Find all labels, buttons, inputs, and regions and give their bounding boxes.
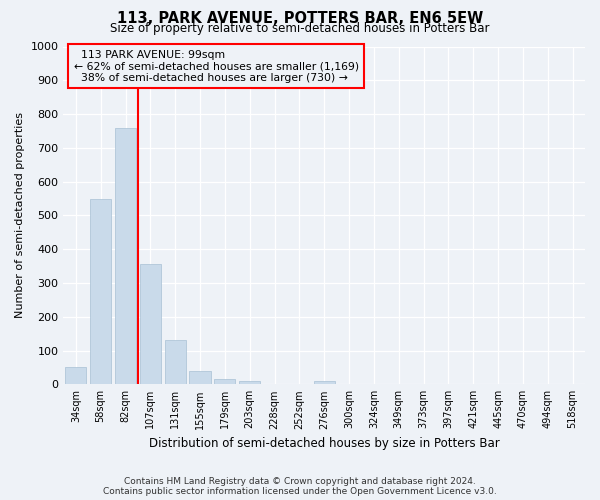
Bar (90, 198, 111, 384)
Bar (314, 381, 335, 384)
X-axis label: Distribution of semi-detached houses by size in Potters Bar: Distribution of semi-detached houses by … (149, 437, 500, 450)
Bar (239, 381, 260, 384)
Text: Size of property relative to semi-detached houses in Potters Bar: Size of property relative to semi-detach… (110, 22, 490, 35)
Bar (140, 264, 161, 384)
Y-axis label: Number of semi-detached properties: Number of semi-detached properties (15, 112, 25, 318)
Bar (214, 379, 235, 384)
Bar (190, 371, 211, 384)
Bar (115, 128, 136, 384)
Text: Contains HM Land Registry data © Crown copyright and database right 2024.
Contai: Contains HM Land Registry data © Crown c… (103, 476, 497, 496)
Bar (65, 368, 86, 384)
Text: 113 PARK AVENUE: 99sqm
← 62% of semi-detached houses are smaller (1,169)
  38% o: 113 PARK AVENUE: 99sqm ← 62% of semi-det… (74, 50, 359, 83)
Bar (164, 340, 186, 384)
Text: 113, PARK AVENUE, POTTERS BAR, EN6 5EW: 113, PARK AVENUE, POTTERS BAR, EN6 5EW (117, 11, 483, 26)
